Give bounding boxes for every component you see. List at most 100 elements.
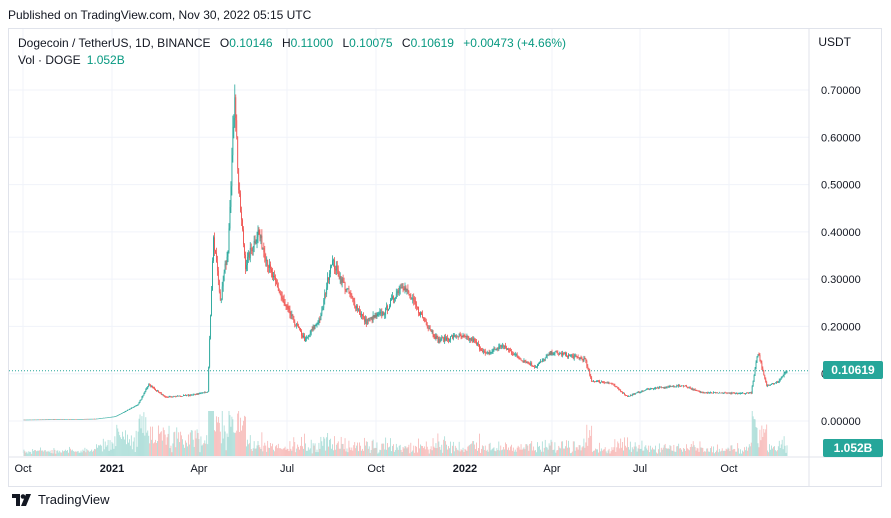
candle-body [651,388,653,389]
volume-bar [774,450,776,456]
candle-body [446,337,447,341]
volume-bar [555,452,557,456]
volume-bar [494,450,496,456]
candle-body [142,395,144,397]
volume-bar [89,451,91,456]
candle-body [52,419,54,420]
volume-bar [654,449,655,456]
candle-body [160,393,162,395]
candle-body [140,399,142,401]
candle-body [769,384,770,386]
candle-body [377,313,379,315]
volume-bar [561,441,563,456]
volume-bar [75,451,77,456]
volume-bar [232,419,234,456]
volume-bar [218,422,220,456]
candle-body [684,385,685,387]
candle-body [151,386,153,387]
candle-body [27,419,29,421]
candle-body [244,244,245,255]
volume-bar [48,452,50,456]
candle-body [201,392,203,394]
volume-label[interactable]: Vol · DOGE [18,53,81,67]
volume-bar [503,446,505,456]
volume-bar [459,451,461,456]
volume-bar [573,441,575,456]
candle-body [346,288,348,290]
volume-bar [523,447,525,456]
candle-body [519,358,521,359]
volume-bar [378,452,380,456]
volume-bar [44,450,46,456]
volume-bar [282,448,284,456]
volume-bar [666,448,668,456]
volume-bar [220,443,222,456]
price-chart[interactable]: 0.000000.100000.200000.300000.400000.500… [9,29,881,486]
volume-bar [165,444,167,456]
volume-bar [261,432,263,456]
volume-bar [304,443,306,456]
candle-body [365,319,367,324]
volume-bar [543,447,545,456]
candle-body [461,335,463,338]
volume-bar [466,450,468,456]
candle-body [557,352,559,354]
candle-body [61,419,63,420]
candle-body [227,250,229,257]
candle-body [529,363,531,365]
candle-body [185,395,186,396]
candle-body [386,306,388,308]
candle-body [112,416,114,418]
candle-body [246,256,248,265]
candle-body [617,387,619,389]
time-axis[interactable]: Oct 2021 Apr Jul Oct 2022 Apr Jul Oct [14,463,737,475]
volume-bar [716,450,717,456]
candle-body [414,300,416,302]
candle-body [558,353,560,355]
y-tick-label: 0.50000 [821,180,861,192]
candle-body [97,418,98,420]
candle-body [179,395,181,397]
volume-bar [57,450,59,456]
chart-panel[interactable]: 0.000000.100000.200000.300000.400000.500… [8,28,882,487]
candle-body [632,394,634,395]
candle-body [384,314,386,316]
volume-bar [130,435,132,456]
volume-bar [450,441,451,456]
volume-bar [266,451,268,456]
candle-body [686,385,687,387]
y-tick-label: 0.30000 [821,274,861,286]
volume-bar [429,449,431,456]
candle-body [435,335,437,339]
candle-body [343,282,345,283]
symbol-label[interactable]: Dogecoin / TetherUS, 1D, BINANCE [18,36,211,50]
volume-bar [571,451,573,456]
candle-body [45,419,47,421]
candle-body [781,376,783,379]
volume-bar [693,445,695,456]
candle-body [682,385,683,387]
candle-body [54,419,56,420]
candle-body [604,382,606,384]
candle-body [374,314,376,318]
candle-body [606,382,608,384]
volume-bar [758,447,760,456]
volume-bar [151,439,153,456]
volume-bar [359,442,360,456]
candle-body [568,354,569,358]
candle-body [743,393,744,394]
tradingview-brand[interactable]: TradingView [12,492,110,507]
volume-bar [528,450,530,456]
volume-bar [337,441,339,456]
candle-body [141,396,143,400]
volume-bar [61,452,63,456]
volume-bar [443,439,445,456]
volume-bar [476,442,477,456]
volume-bar [301,436,302,456]
volume-bar [563,448,565,456]
volume-bar [306,450,308,456]
candle-body [500,345,502,347]
volume-bar [341,443,343,456]
volume-bar [716,444,718,456]
volume-bar [312,443,314,456]
